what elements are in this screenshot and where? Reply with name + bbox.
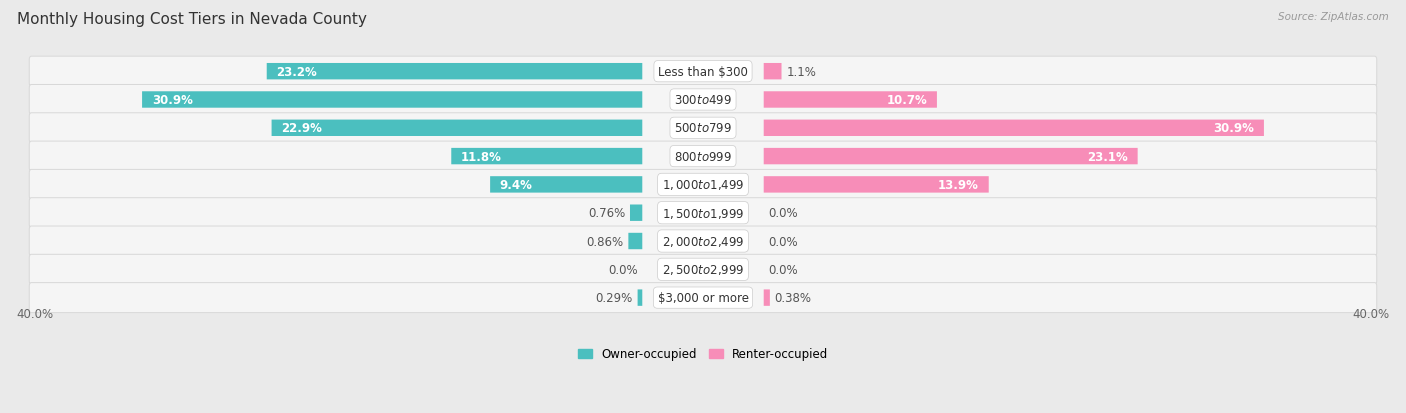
Text: 30.9%: 30.9% [152,94,193,107]
Text: 23.1%: 23.1% [1087,150,1128,163]
FancyBboxPatch shape [763,149,1137,165]
Text: $300 to $499: $300 to $499 [673,94,733,107]
Text: $3,000 or more: $3,000 or more [658,292,748,304]
Text: 0.0%: 0.0% [769,206,799,220]
FancyBboxPatch shape [451,149,643,165]
Text: $1,500 to $1,999: $1,500 to $1,999 [662,206,744,220]
Text: 23.2%: 23.2% [277,66,318,78]
Text: Source: ZipAtlas.com: Source: ZipAtlas.com [1278,12,1389,22]
FancyBboxPatch shape [267,64,643,80]
FancyBboxPatch shape [30,198,1376,228]
FancyBboxPatch shape [30,57,1376,87]
Text: 40.0%: 40.0% [1353,307,1389,320]
Text: 0.0%: 0.0% [769,235,799,248]
Text: 0.0%: 0.0% [607,263,637,276]
Text: 40.0%: 40.0% [17,307,53,320]
Legend: Owner-occupied, Renter-occupied: Owner-occupied, Renter-occupied [572,343,834,366]
FancyBboxPatch shape [763,120,1264,137]
FancyBboxPatch shape [30,255,1376,285]
FancyBboxPatch shape [763,92,936,109]
FancyBboxPatch shape [142,92,643,109]
Text: 0.0%: 0.0% [769,263,799,276]
FancyBboxPatch shape [763,177,988,193]
Text: 1.1%: 1.1% [786,66,817,78]
FancyBboxPatch shape [491,177,643,193]
FancyBboxPatch shape [30,142,1376,172]
Text: 0.76%: 0.76% [588,206,626,220]
Text: 0.86%: 0.86% [586,235,623,248]
Text: 9.4%: 9.4% [501,178,533,192]
FancyBboxPatch shape [30,283,1376,313]
FancyBboxPatch shape [30,226,1376,256]
Text: $500 to $799: $500 to $799 [673,122,733,135]
Text: $1,000 to $1,499: $1,000 to $1,499 [662,178,744,192]
FancyBboxPatch shape [763,64,782,80]
Text: $2,500 to $2,999: $2,500 to $2,999 [662,263,744,277]
Text: $800 to $999: $800 to $999 [673,150,733,163]
FancyBboxPatch shape [30,170,1376,200]
FancyBboxPatch shape [30,114,1376,143]
Text: 13.9%: 13.9% [938,178,979,192]
Text: 10.7%: 10.7% [886,94,927,107]
FancyBboxPatch shape [763,290,770,306]
Text: 22.9%: 22.9% [281,122,322,135]
Text: 0.29%: 0.29% [596,292,633,304]
FancyBboxPatch shape [628,233,643,249]
FancyBboxPatch shape [30,85,1376,115]
Text: 30.9%: 30.9% [1213,122,1254,135]
Text: $2,000 to $2,499: $2,000 to $2,499 [662,235,744,248]
Text: Monthly Housing Cost Tiers in Nevada County: Monthly Housing Cost Tiers in Nevada Cou… [17,12,367,27]
FancyBboxPatch shape [637,290,643,306]
Text: 11.8%: 11.8% [461,150,502,163]
FancyBboxPatch shape [630,205,643,221]
Text: Less than $300: Less than $300 [658,66,748,78]
Text: 0.38%: 0.38% [775,292,811,304]
FancyBboxPatch shape [271,120,643,137]
